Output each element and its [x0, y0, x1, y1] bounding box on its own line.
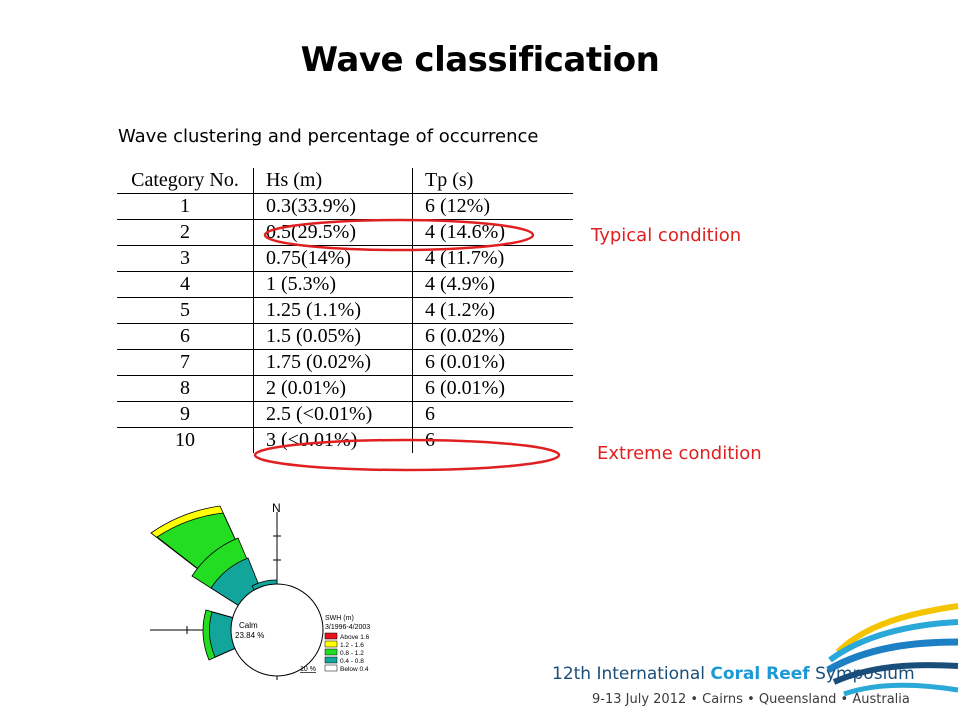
cell-category: 5 [117, 297, 254, 324]
legend-swatch [324, 648, 338, 656]
table-row: 7 1.75 (0.02%) 6 (0.01%) [117, 349, 573, 376]
cell-category: 6 [117, 323, 254, 350]
symposium-name: 12th International Coral Reef Symposium [552, 664, 915, 684]
legend-swatch [324, 640, 338, 648]
table-header-row: Category No. Hs (m) Tp (s) [117, 168, 573, 194]
rose-legend: SWH (m) 3/1996-4/2003 Above 1.61.2 - 1.6… [324, 615, 370, 673]
cell-hs: 2 (0.01%) [253, 375, 413, 402]
legend-swatch [324, 664, 338, 672]
symposium-name-highlight: Coral Reef [710, 664, 810, 684]
calm-circle [230, 583, 324, 677]
cell-category: 1 [117, 193, 254, 220]
table-row: 3 0.75(14%) 4 (11.7%) [117, 245, 573, 272]
scale-label: 10 % [300, 666, 316, 673]
legend-title: SWH (m) [325, 615, 354, 622]
table-row: 5 1.25 (1.1%) 4 (1.2%) [117, 297, 573, 324]
slide-title: Wave classification [300, 40, 660, 80]
cell-tp: 6 (0.02%) [412, 323, 573, 350]
symposium-logo: 12th International Coral Reef Symposium … [548, 600, 960, 715]
cell-category: 2 [117, 219, 254, 246]
cell-hs: 2.5 (<0.01%) [253, 401, 413, 428]
wave-logo-icon [826, 603, 959, 697]
cell-category: 8 [117, 375, 254, 402]
cell-category: 7 [117, 349, 254, 376]
north-label: N [272, 501, 281, 515]
legend-period: 3/1996-4/2003 [325, 624, 370, 631]
legend-label: Below 0.4 [340, 666, 369, 673]
cell-tp: 6 [412, 401, 573, 428]
cell-hs: 0.3(33.9%) [253, 193, 413, 220]
cell-hs: 0.75(14%) [253, 245, 413, 272]
table-row: 9 2.5 (<0.01%) 6 [117, 401, 573, 428]
wave-rose-chart: N Calm 23.84 % 10 % SWH (m) 3/1996-4/200… [150, 501, 370, 680]
extreme-condition-label: Extreme condition [597, 443, 762, 464]
legend-label: 0.8 - 1.2 [340, 650, 364, 657]
cell-category: 4 [117, 271, 254, 298]
column-header-category: Category No. [117, 168, 254, 194]
symposium-name-part: Symposium [809, 664, 915, 684]
column-header-tp: Tp (s) [412, 168, 573, 194]
column-header-hs: Hs (m) [253, 168, 413, 194]
legend-label: 1.2 - 1.6 [340, 642, 364, 649]
calm-value: 23.84 % [235, 631, 264, 640]
cell-hs: 1.5 (0.05%) [253, 323, 413, 350]
cell-tp: 4 (4.9%) [412, 271, 573, 298]
legend-swatch [324, 656, 338, 664]
symposium-name-part: 12th International [552, 664, 711, 684]
symposium-dates-location: 9-13 July 2012 • Cairns • Queensland • A… [592, 692, 910, 707]
table-row: 1 0.3(33.9%) 6 (12%) [117, 193, 573, 220]
table-row: 2 0.5(29.5%) 4 (14.6%) [117, 219, 573, 246]
cell-category: 10 [117, 427, 254, 453]
legend-swatch [324, 632, 338, 640]
cell-tp: 6 (0.01%) [412, 375, 573, 402]
wave-category-table: Category No. Hs (m) Tp (s) 1 0.3(33.9%) 6 … [117, 168, 573, 453]
cell-tp: 6 (0.01%) [412, 349, 573, 376]
typical-condition-label: Typical condition [591, 225, 742, 246]
cell-category: 3 [117, 245, 254, 272]
cell-tp: 4 (1.2%) [412, 297, 573, 324]
cell-hs: 1.75 (0.02%) [253, 349, 413, 376]
cell-hs: 1.25 (1.1%) [253, 297, 413, 324]
cell-tp: 6 (12%) [412, 193, 573, 220]
table-row: 6 1.5 (0.05%) 6 (0.02%) [117, 323, 573, 350]
legend-label: Above 1.6 [340, 634, 370, 641]
cell-category: 9 [117, 401, 254, 428]
slide-subtitle: Wave clustering and percentage of occurr… [118, 126, 539, 147]
legend-label: 0.4 - 0.8 [340, 658, 364, 665]
cell-hs: 1 (5.3%) [253, 271, 413, 298]
calm-label: Calm [239, 621, 258, 630]
typical-highlight-ellipse [263, 218, 535, 252]
extreme-highlight-ellipse [253, 438, 561, 472]
